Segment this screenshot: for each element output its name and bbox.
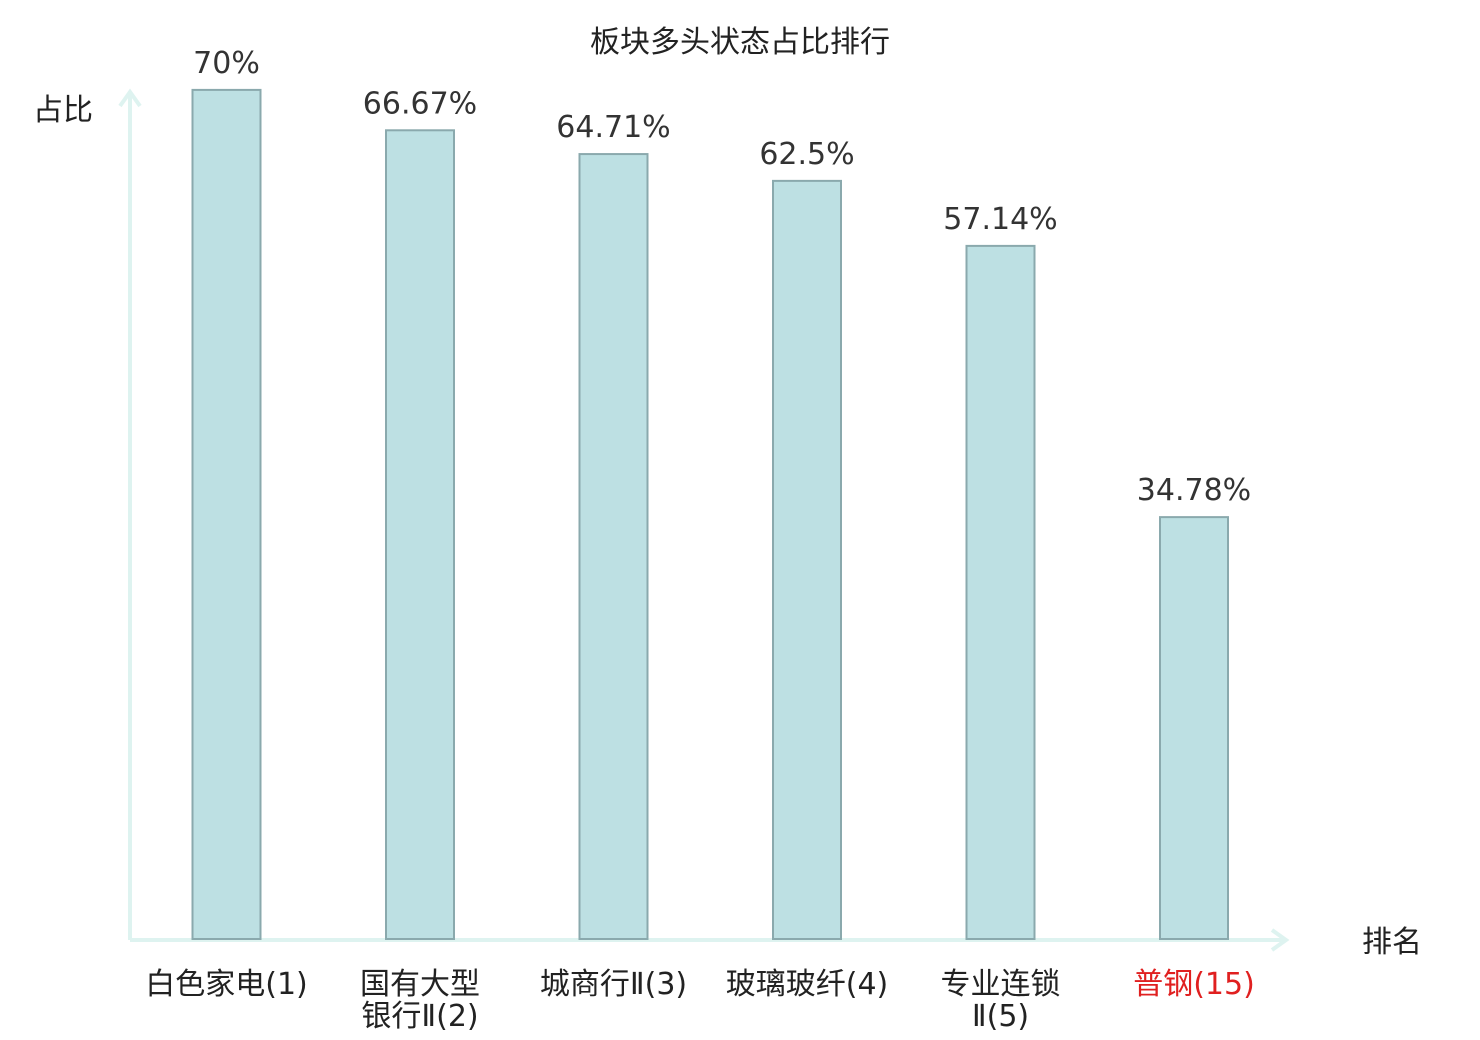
x-axis-arrow [1270, 928, 1290, 952]
chart-title: 板块多头状态占比排行 [590, 25, 890, 60]
value-labels-group: 70% 66.67% 64.71% 62.5% 57.14% 34.78% [193, 46, 1251, 508]
x-tick-label-line: 玻璃玻纤(4) [726, 967, 889, 1002]
value-label-4: 62.5% [759, 137, 854, 172]
value-label-5: 57.14% [943, 202, 1057, 237]
bar-5 [965, 244, 1036, 941]
x-tick-label-line: 普钢(15) [1133, 967, 1255, 1002]
bar-4 [772, 179, 842, 940]
bars-group [191, 88, 1229, 941]
x-tick-label-2: 国有大型银行Ⅱ(2) [360, 967, 480, 1034]
x-tick-label-5: 专业连锁 Ⅱ(5) [941, 967, 1061, 1034]
x-axis-label: 排名 [1362, 925, 1422, 960]
bar-1 [191, 88, 262, 940]
x-tick-label-line: 城商行Ⅱ(3) [540, 967, 687, 1002]
bar-6 [1159, 516, 1229, 940]
x-tick-label-line: 白色家电(1) [145, 967, 308, 1002]
x-tick-label-line: Ⅱ(5) [972, 999, 1029, 1034]
x-tick-label-line: 专业连锁 [941, 967, 1061, 1002]
x-tick-label-1: 白色家电(1) [145, 967, 308, 1002]
y-axis-arrow [118, 88, 142, 108]
x-tick-label-6: 普钢(15) [1133, 967, 1255, 1002]
x-tick-label-line: 国有大型 [360, 967, 480, 1002]
bar-2 [385, 129, 455, 940]
value-label-6: 34.78% [1137, 473, 1251, 508]
value-label-1: 70% [193, 46, 260, 81]
x-tick-label-line: 银行Ⅱ(2) [361, 999, 478, 1034]
x-tick-label-3: 城商行Ⅱ(3) [540, 967, 687, 1002]
value-label-2: 66.67% [363, 86, 477, 121]
y-axis-label: 占比 [33, 93, 93, 128]
bar-3 [578, 153, 649, 941]
axes [118, 88, 1290, 952]
x-tick-label-4: 玻璃玻纤(4) [726, 967, 889, 1002]
x-tick-labels-group: 白色家电(1) 国有大型银行Ⅱ(2) 城商行Ⅱ(3) 玻璃玻纤(4) 专业连锁 Ⅱ(5) 普… [145, 967, 1255, 1034]
value-label-3: 64.71% [556, 110, 670, 145]
